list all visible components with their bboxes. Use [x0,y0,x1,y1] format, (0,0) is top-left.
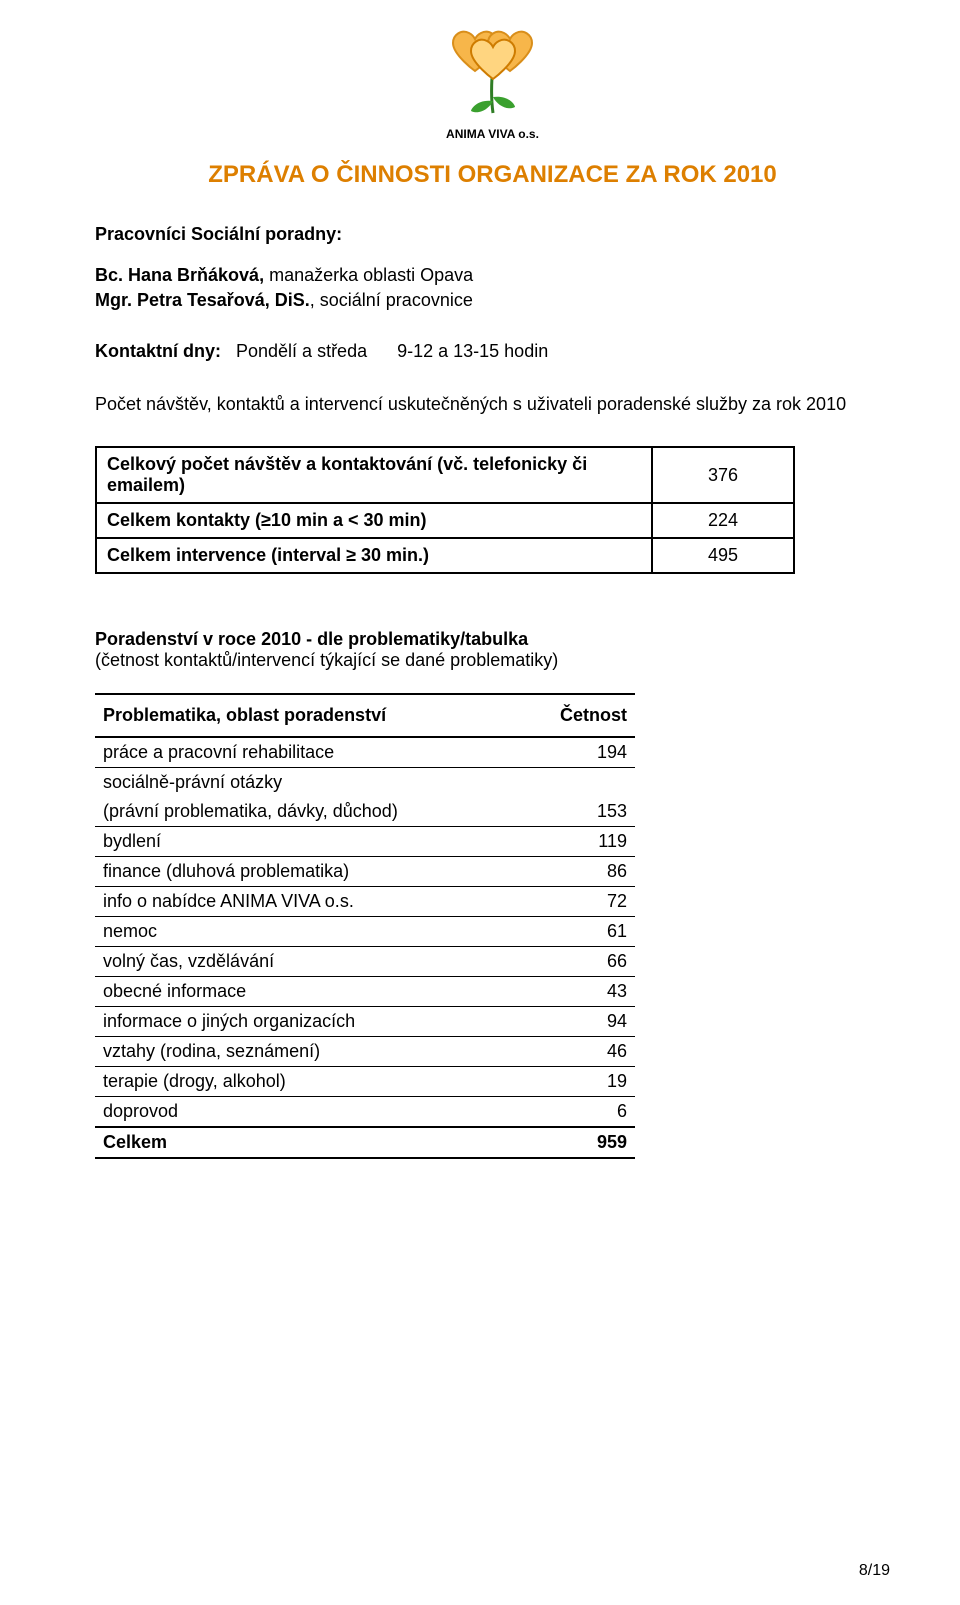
topic-cell: obecné informace [95,977,509,1007]
table-row: obecné informace 43 [95,977,635,1007]
staff-line-1: Bc. Hana Brňáková, manažerka oblasti Opa… [95,265,890,286]
column-header-count: Četnost [509,694,635,737]
table-row: sociálně-právní otázky [95,768,635,798]
problematika-title: Poradenství v roce 2010 - dle problemati… [95,629,890,650]
staff-name-1: Bc. Hana Brňáková, [95,265,264,285]
topic-cell: nemoc [95,917,509,947]
table-row: informace o jiných organizacích 94 [95,1007,635,1037]
count-cell: 19 [509,1067,635,1097]
count-cell: 66 [509,947,635,977]
logo-icon [438,25,548,125]
count-cell: 6 [509,1097,635,1128]
counts-row-value: 224 [652,503,794,538]
table-row: bydlení 119 [95,827,635,857]
page-number: 8/19 [859,1562,890,1580]
topic-cell: sociálně-právní otázky [95,768,509,798]
table-row: info o nabídce ANIMA VIVA o.s. 72 [95,887,635,917]
table-row: práce a pracovní rehabilitace 194 [95,737,635,768]
table-row: doprovod 6 [95,1097,635,1128]
topic-cell: informace o jiných organizacích [95,1007,509,1037]
table-row: vztahy (rodina, seznámení) 46 [95,1037,635,1067]
count-cell: 119 [509,827,635,857]
counts-row-label: Celkový počet návštěv a kontaktování (vč… [96,447,652,503]
column-header-topic: Problematika, oblast poradenství [95,694,509,737]
topic-cell: bydlení [95,827,509,857]
topic-cell: vztahy (rodina, seznámení) [95,1037,509,1067]
staff-role-1: manažerka oblasti Opava [264,265,473,285]
table-row: (právní problematika, dávky, důchod) 153 [95,797,635,827]
topic-cell: finance (dluhová problematika) [95,857,509,887]
topic-cell: volný čas, vzdělávání [95,947,509,977]
contact-days: Kontaktní dny: Pondělí a středa 9-12 a 1… [95,341,890,362]
table-row: Celkem intervence (interval ≥ 30 min.) 4… [96,538,794,573]
total-label: Celkem [95,1127,509,1158]
count-cell: 46 [509,1037,635,1067]
logo-block: ANIMA VIVA o.s. [95,25,890,141]
table-row: volný čas, vzdělávání 66 [95,947,635,977]
counts-intro: Počet návštěv, kontaktů a intervencí usk… [95,392,890,416]
count-cell: 194 [509,737,635,768]
staff-heading: Pracovníci Sociální poradny: [95,224,890,245]
staff-role-2: , sociální pracovnice [310,290,473,310]
count-cell: 43 [509,977,635,1007]
count-cell: 61 [509,917,635,947]
table-header-row: Problematika, oblast poradenství Četnost [95,694,635,737]
count-cell [509,768,635,798]
topic-cell: terapie (drogy, alkohol) [95,1067,509,1097]
counts-table: Celkový počet návštěv a kontaktování (vč… [95,446,795,574]
count-cell: 153 [509,797,635,827]
count-cell: 72 [509,887,635,917]
document-page: ANIMA VIVA o.s. ZPRÁVA O ČINNOSTI ORGANI… [0,0,960,1605]
table-row: terapie (drogy, alkohol) 19 [95,1067,635,1097]
table-row: Celkem kontakty (≥10 min a < 30 min) 224 [96,503,794,538]
problematika-note: (četnost kontaktů/intervencí týkající se… [95,650,890,671]
staff-name-2: Mgr. Petra Tesařová, DiS. [95,290,310,310]
table-total-row: Celkem 959 [95,1127,635,1158]
topic-cell: práce a pracovní rehabilitace [95,737,509,768]
topic-cell: doprovod [95,1097,509,1128]
contact-value: Pondělí a středa 9-12 a 13-15 hodin [221,341,548,361]
topic-cell: (právní problematika, dávky, důchod) [95,797,509,827]
table-row: nemoc 61 [95,917,635,947]
contact-label: Kontaktní dny: [95,341,221,361]
staff-line-2: Mgr. Petra Tesařová, DiS., sociální prac… [95,290,890,311]
counts-row-label: Celkem kontakty (≥10 min a < 30 min) [96,503,652,538]
logo-label: ANIMA VIVA o.s. [95,127,890,141]
total-value: 959 [509,1127,635,1158]
topic-cell: info o nabídce ANIMA VIVA o.s. [95,887,509,917]
counts-row-label: Celkem intervence (interval ≥ 30 min.) [96,538,652,573]
page-title: ZPRÁVA O ČINNOSTI ORGANIZACE ZA ROK 2010 [95,161,890,189]
problematika-heading-block: Poradenství v roce 2010 - dle problemati… [95,629,890,671]
table-row: Celkový počet návštěv a kontaktování (vč… [96,447,794,503]
count-cell: 86 [509,857,635,887]
counts-row-value: 376 [652,447,794,503]
table-row: finance (dluhová problematika) 86 [95,857,635,887]
count-cell: 94 [509,1007,635,1037]
problematika-table: Problematika, oblast poradenství Četnost… [95,693,635,1159]
counts-row-value: 495 [652,538,794,573]
